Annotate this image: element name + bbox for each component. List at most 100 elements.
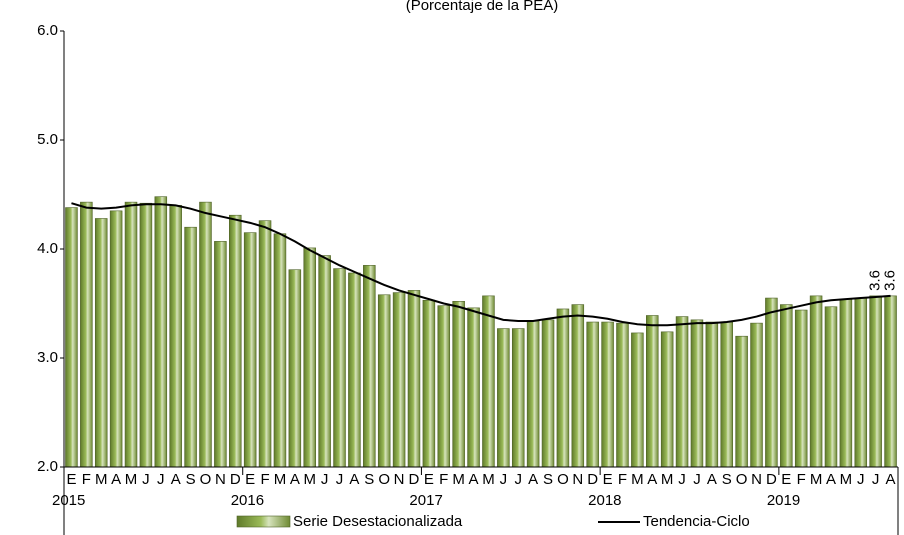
bar — [616, 322, 629, 468]
y-tick-label: 6.0 — [37, 22, 58, 39]
x-tick-label: M — [95, 471, 108, 488]
bar — [229, 214, 242, 468]
bar — [258, 220, 272, 468]
x-tick-label: E — [603, 471, 613, 488]
x-tick-label: A — [349, 471, 359, 488]
bar — [422, 299, 436, 468]
bar — [586, 321, 599, 468]
x-tick-label: E — [424, 471, 434, 488]
bar — [794, 309, 808, 468]
x-tick-label: M — [840, 471, 853, 488]
x-tick-label: M — [125, 471, 138, 488]
x-tick-label: O — [200, 471, 212, 488]
bar — [526, 320, 540, 468]
x-tick-label: D — [230, 471, 241, 488]
x-tick-label: M — [452, 471, 465, 488]
x-tick-label: A — [290, 471, 300, 488]
bar — [854, 297, 868, 468]
x-tick-label: J — [157, 471, 165, 488]
x-tick-label: O — [378, 471, 390, 488]
bar — [809, 295, 823, 468]
y-tick-label: 3.0 — [37, 349, 58, 366]
bar — [288, 269, 302, 468]
bar — [646, 315, 659, 468]
year-label: 2017 — [409, 492, 442, 509]
bar — [452, 301, 465, 468]
bar — [675, 316, 689, 468]
x-tick-label: M — [482, 471, 495, 488]
x-tick-label: M — [661, 471, 674, 488]
bar — [124, 201, 138, 468]
bar — [750, 322, 763, 468]
x-tick-label: A — [171, 471, 181, 488]
x-tick-label: J — [514, 471, 522, 488]
bar — [720, 321, 733, 468]
y-tick-label: 5.0 — [37, 131, 58, 148]
x-tick-label: J — [678, 471, 686, 488]
x-tick-label: A — [886, 471, 896, 488]
x-tick-label: S — [722, 471, 732, 488]
x-tick-label: E — [66, 471, 76, 488]
x-tick-label: J — [500, 471, 508, 488]
bar — [467, 307, 480, 468]
year-label: 2018 — [588, 492, 621, 509]
value-label: 3.6 — [867, 270, 884, 291]
bar — [333, 268, 346, 468]
x-tick-label: D — [587, 471, 598, 488]
x-tick-label: N — [572, 471, 583, 488]
x-tick-label: F — [260, 471, 269, 488]
bar — [735, 335, 748, 468]
x-tick-label: E — [245, 471, 255, 488]
x-tick-label: S — [364, 471, 374, 488]
year-label: 2019 — [767, 492, 800, 509]
x-tick-label: J — [693, 471, 701, 488]
bar — [94, 218, 108, 468]
x-tick-label: F — [82, 471, 91, 488]
bar — [243, 232, 257, 468]
bar — [437, 305, 451, 468]
x-tick-label: M — [631, 471, 644, 488]
x-tick-label: A — [647, 471, 657, 488]
bar — [631, 332, 644, 468]
x-tick-label: F — [618, 471, 627, 488]
bar — [169, 205, 182, 468]
x-tick-label: J — [336, 471, 344, 488]
bar — [214, 241, 227, 468]
bar — [660, 331, 674, 468]
value-label: 3.6 — [882, 270, 899, 291]
x-tick-label: N — [215, 471, 226, 488]
x-tick-label: M — [274, 471, 287, 488]
x-tick-label: J — [321, 471, 329, 488]
bar — [511, 328, 525, 468]
bar — [765, 297, 778, 468]
bar — [318, 255, 331, 468]
bar — [482, 295, 495, 468]
x-tick-label: S — [543, 471, 553, 488]
x-tick-label: J — [142, 471, 150, 488]
bar — [571, 304, 585, 468]
x-tick-label: M — [810, 471, 823, 488]
year-label: 2016 — [231, 492, 264, 509]
x-tick-label: A — [826, 471, 836, 488]
bar — [869, 295, 882, 468]
bar — [363, 265, 376, 468]
x-tick-label: D — [766, 471, 777, 488]
bar — [690, 319, 704, 468]
bar — [541, 319, 555, 468]
bar — [139, 202, 153, 468]
bar — [199, 201, 212, 468]
y-tick-label: 4.0 — [37, 240, 58, 257]
year-label: 2015 — [52, 492, 85, 509]
x-tick-label: E — [781, 471, 791, 488]
x-tick-label: S — [186, 471, 196, 488]
x-tick-label: J — [857, 471, 865, 488]
y-tick-label: 2.0 — [37, 458, 58, 475]
x-tick-label: O — [557, 471, 569, 488]
legend-swatch — [236, 515, 291, 528]
bar — [377, 294, 391, 468]
x-tick-label: J — [872, 471, 880, 488]
x-tick-label: F — [797, 471, 806, 488]
x-tick-label: A — [111, 471, 121, 488]
bar — [556, 308, 570, 468]
